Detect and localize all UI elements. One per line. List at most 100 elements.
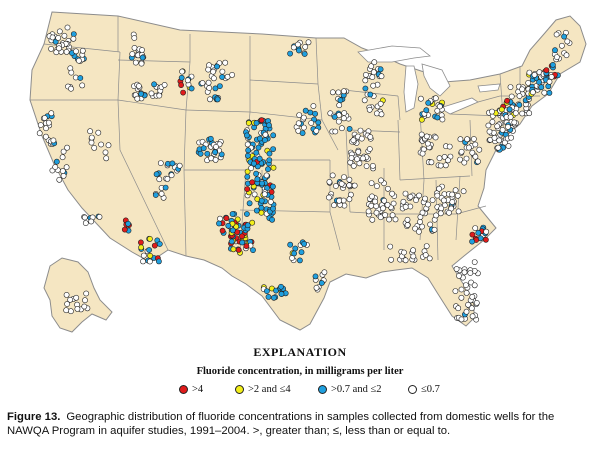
white-sample-point — [392, 216, 399, 223]
red-sample-point — [235, 246, 242, 253]
white-sample-point — [332, 183, 339, 189]
yellow-sample-point — [138, 244, 144, 251]
white-sample-point — [489, 108, 495, 115]
blue-sample-point — [291, 250, 297, 257]
white-sample-point — [452, 288, 459, 294]
white-sample-point — [384, 201, 391, 208]
white-sample-point — [525, 80, 532, 86]
white-sample-point — [507, 114, 514, 120]
red-sample-point — [543, 67, 550, 74]
white-sample-point — [329, 172, 336, 179]
blue-sample-point — [77, 75, 84, 81]
white-sample-point — [43, 125, 49, 132]
white-sample-point — [371, 59, 378, 66]
white-sample-point — [499, 126, 506, 133]
blue-sample-point — [178, 74, 185, 81]
white-sample-point — [436, 155, 443, 162]
white-sample-point — [290, 44, 297, 51]
white-sample-point — [341, 110, 348, 116]
white-sample-point — [461, 159, 468, 166]
blue-sample-point — [265, 293, 272, 300]
blue-sample-point — [155, 258, 162, 265]
white-sample-point — [60, 148, 67, 155]
blue-sample-point — [139, 54, 146, 61]
white-sample-point — [131, 45, 138, 51]
white-sample-point — [248, 165, 254, 171]
blue-sample-point — [270, 205, 276, 212]
blue-sample-point — [423, 107, 430, 114]
white-sample-point — [357, 127, 364, 134]
white-sample-point — [470, 136, 477, 142]
blue-sample-point — [255, 144, 262, 151]
legend-label: >2 and ≤4 — [248, 384, 291, 395]
white-sample-point — [415, 228, 422, 235]
white-sample-point — [346, 182, 353, 189]
white-sample-point — [368, 180, 375, 186]
lake-ontario — [477, 83, 501, 93]
white-sample-point — [402, 190, 409, 197]
blue-sample-point — [538, 84, 545, 91]
red-sample-point — [249, 179, 256, 186]
white-sample-point — [501, 139, 508, 146]
white-sample-point — [262, 131, 269, 138]
white-sample-point — [36, 130, 43, 137]
white-sample-point — [335, 89, 342, 96]
blue-sample-point — [225, 222, 232, 229]
blue-sample-point — [244, 173, 251, 180]
white-sample-point — [505, 143, 512, 149]
white-sample-point — [402, 203, 409, 210]
blue-sample-point — [301, 240, 307, 247]
white-sample-point — [336, 197, 342, 204]
white-sample-point — [56, 28, 63, 35]
white-sample-point — [439, 116, 446, 123]
white-sample-point — [469, 293, 476, 300]
white-sample-point — [263, 172, 270, 179]
blue-sample-point — [70, 31, 77, 37]
white-sample-point — [67, 296, 74, 303]
red-sample-point — [482, 236, 489, 243]
legend-item-2-to-4: >2 and ≤4 — [235, 384, 291, 395]
white-sample-point — [369, 162, 376, 169]
white-sample-point — [366, 106, 373, 113]
white-sample-point — [455, 305, 462, 312]
white-sample-point — [103, 155, 110, 162]
blue-sample-point — [243, 132, 250, 139]
white-sample-point — [468, 305, 475, 312]
blue-sample-point — [254, 176, 261, 183]
white-sample-point — [437, 210, 444, 217]
white-sample-point — [491, 134, 498, 141]
blue-sample-point — [270, 294, 277, 301]
white-sample-point — [60, 172, 67, 179]
blue-sample-point — [239, 239, 246, 246]
white-sample-point — [426, 255, 433, 262]
white-sample-point — [105, 142, 112, 149]
white-sample-point — [380, 205, 386, 212]
blue-sample-point — [204, 150, 211, 157]
blue-sample-point — [151, 81, 157, 88]
blue-sample-point — [214, 96, 221, 103]
red-sample-point — [137, 239, 144, 246]
white-sample-point — [457, 156, 463, 163]
white-sample-point — [387, 243, 394, 250]
yellow-dot-icon — [235, 385, 244, 394]
white-sample-point — [313, 284, 320, 291]
white-sample-point — [156, 176, 163, 183]
white-sample-point — [360, 155, 366, 162]
red-sample-point — [258, 117, 265, 124]
blue-sample-point — [552, 47, 558, 54]
white-sample-point — [458, 316, 465, 323]
white-sample-point — [440, 197, 447, 204]
white-sample-point — [469, 149, 476, 156]
blue-sample-point — [212, 85, 219, 92]
white-sample-point — [512, 110, 519, 116]
yellow-sample-point — [498, 106, 505, 113]
white-sample-point — [53, 49, 60, 56]
white-sample-point — [434, 192, 441, 199]
white-sample-point — [244, 141, 251, 148]
blue-sample-point — [301, 51, 308, 57]
white-sample-point — [68, 69, 75, 76]
state-border — [185, 109, 251, 113]
white-sample-point — [140, 252, 147, 259]
blue-sample-point — [296, 257, 303, 264]
white-sample-point — [358, 135, 365, 142]
